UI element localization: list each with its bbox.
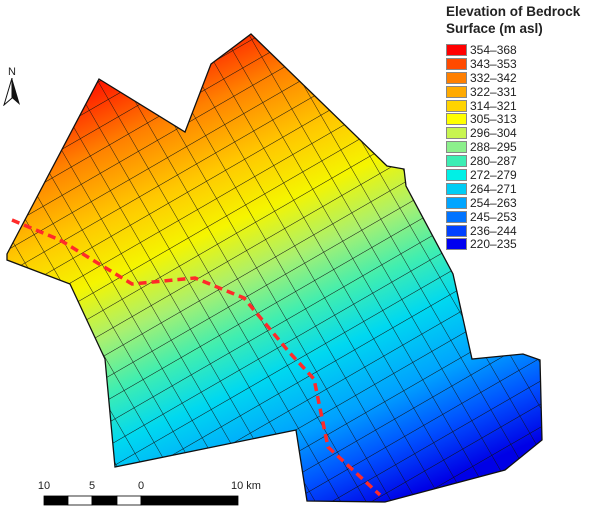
legend-item: 288–295 xyxy=(446,140,601,154)
north-arrow-icon xyxy=(3,77,20,107)
legend-label: 254–263 xyxy=(470,195,517,210)
legend-item: 322–331 xyxy=(446,85,601,99)
scale-bar-segment xyxy=(67,495,93,506)
dashed-boundary-line xyxy=(11,218,382,497)
region-boundary xyxy=(6,33,543,503)
legend-label: 236–244 xyxy=(470,223,517,238)
legend-swatch xyxy=(446,43,467,56)
legend-item: 272–279 xyxy=(446,168,601,182)
legend-swatch xyxy=(446,210,467,223)
legend-item: 280–287 xyxy=(446,154,601,168)
legend-item: 305–313 xyxy=(446,112,601,126)
legend-swatch xyxy=(446,196,467,209)
legend-label: 245–253 xyxy=(470,209,517,224)
legend-swatch xyxy=(446,99,467,112)
legend-label: 296–304 xyxy=(470,126,517,141)
scale-bar-segment xyxy=(91,495,118,506)
legend-label: 343–353 xyxy=(470,56,517,71)
legend-item: 296–304 xyxy=(446,126,601,140)
legend-swatch xyxy=(446,224,467,237)
legend-label: 272–279 xyxy=(470,167,517,182)
legend-swatch xyxy=(446,155,467,168)
legend-item: 236–244 xyxy=(446,224,601,238)
legend: Elevation of Bedrock Surface (m asl) 354… xyxy=(446,3,601,251)
north-arrow: N xyxy=(3,66,21,111)
legend-swatch xyxy=(446,127,467,140)
legend-swatch xyxy=(446,71,467,84)
legend-item: 264–271 xyxy=(446,182,601,196)
north-label: N xyxy=(8,66,16,78)
legend-swatch xyxy=(446,85,467,98)
legend-item: 220–235 xyxy=(446,237,601,251)
legend-item: 314–321 xyxy=(446,99,601,113)
legend-label: 288–295 xyxy=(470,140,517,155)
scale-bar xyxy=(43,495,239,506)
legend-label: 332–342 xyxy=(470,70,517,85)
legend-item: 245–253 xyxy=(446,210,601,224)
legend-items: 354–368 343–353 332–342 322–331 314–321 305–3… xyxy=(446,43,601,251)
legend-swatch xyxy=(446,141,467,154)
legend-label: 220–235 xyxy=(470,237,517,252)
legend-item: 332–342 xyxy=(446,71,601,85)
legend-label: 354–368 xyxy=(470,42,517,57)
scale-bar-segment xyxy=(140,495,239,506)
scale-label-5: 5 xyxy=(88,480,96,492)
scale-label-10: 10 xyxy=(37,480,51,492)
legend-label: 305–313 xyxy=(470,112,517,127)
legend-swatch xyxy=(446,168,467,181)
legend-item: 254–263 xyxy=(446,196,601,210)
legend-label: 264–271 xyxy=(470,181,517,196)
legend-swatch xyxy=(446,238,467,251)
scale-label-10-km: 10 km xyxy=(231,480,261,492)
scale-bar-segment xyxy=(43,495,69,506)
scale-bar-segment xyxy=(116,495,142,506)
legend-swatch xyxy=(446,182,467,195)
legend-label: 322–331 xyxy=(470,84,517,99)
legend-swatch xyxy=(446,57,467,70)
scale-label-0: 0 xyxy=(137,480,145,492)
legend-title: Elevation of Bedrock Surface (m asl) xyxy=(446,4,581,36)
legend-label: 280–287 xyxy=(470,154,517,169)
legend-item: 354–368 xyxy=(446,43,601,57)
legend-item: 343–353 xyxy=(446,57,601,71)
legend-label: 314–321 xyxy=(470,98,517,113)
legend-swatch xyxy=(446,113,467,126)
